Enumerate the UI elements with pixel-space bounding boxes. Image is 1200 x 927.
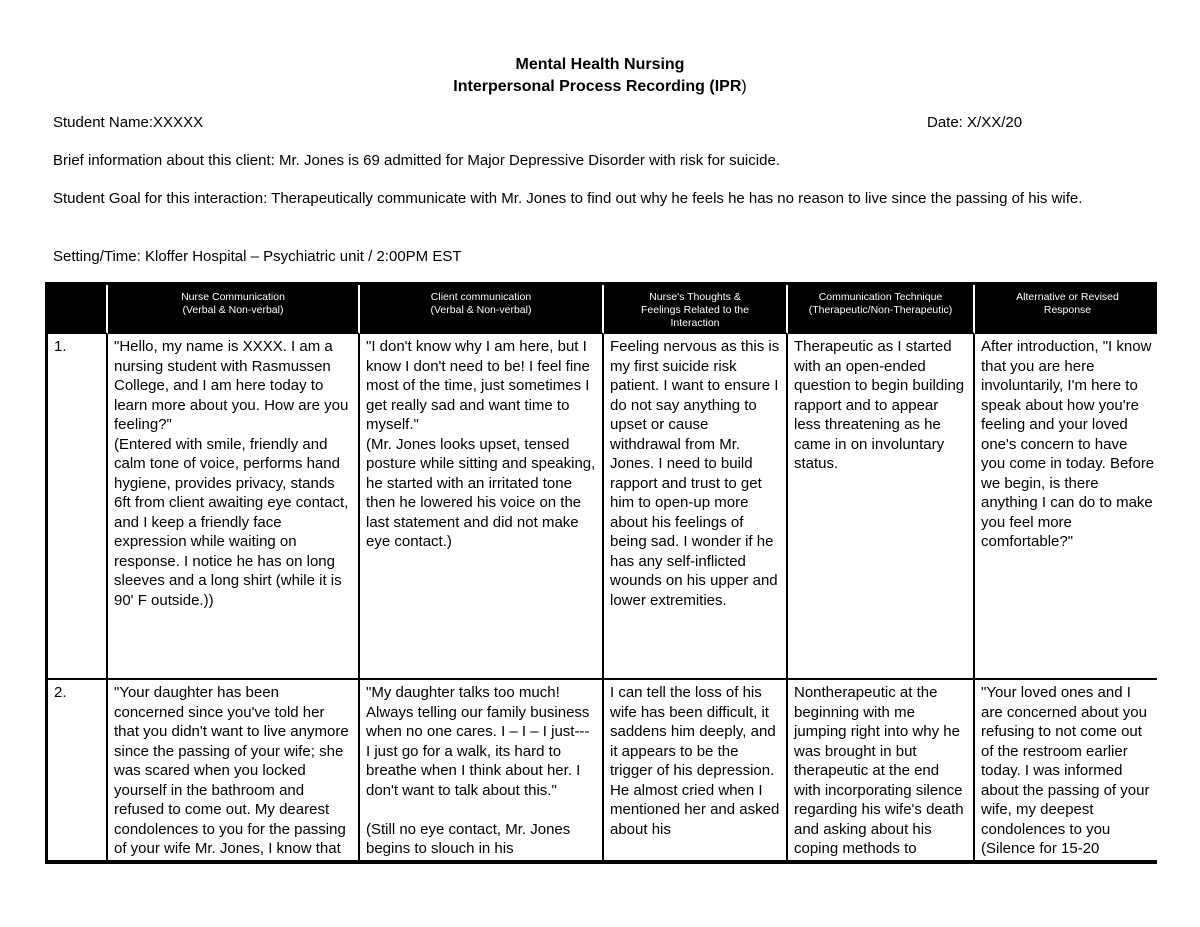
- header-cell-communication-technique: Communication Technique (Therapeutic/Non…: [788, 285, 975, 334]
- row-2-number-cell: 2.: [48, 680, 108, 860]
- ipr-table-container: Nurse Communication (Verbal & Non-verbal…: [45, 282, 1157, 864]
- student-name-field: Student Name:XXXXX: [53, 114, 204, 131]
- row-2-thoughts-feelings-cell: I can tell the loss of his wife has been…: [604, 680, 788, 860]
- row-2-alternative-response-cell: "Your loved ones and I are concerned abo…: [981, 684, 1150, 857]
- row-1-number-cell: 1.: [48, 334, 108, 680]
- student-goal: Student Goal for this interaction: Thera…: [53, 190, 1083, 207]
- row-2-communication-technique-cell: Nontherapeutic at the beginning with me …: [788, 680, 975, 860]
- ipr-table: Nurse Communication (Verbal & Non-verbal…: [45, 282, 1157, 860]
- table-row-2: 2. "Your daughter has been concerned sin…: [48, 680, 1157, 860]
- title-line-2-tail: ): [741, 77, 747, 95]
- row-1-thoughts-feelings-cell: Feeling nervous as this is my first suic…: [604, 334, 788, 680]
- student-name-row: Student Name:XXXXX Date: X/XX/20: [53, 113, 1138, 133]
- table-header-row: Nurse Communication (Verbal & Non-verbal…: [48, 285, 1157, 334]
- row-1-communication-technique-cell: Therapeutic as I started with an open-en…: [788, 334, 975, 680]
- header-cell-row-number: [48, 285, 108, 334]
- client-brief-info: Brief information about this client: Mr.…: [53, 152, 780, 169]
- header-cell-alternative-response: Alternative or Revised Response: [975, 285, 1157, 334]
- setting-time: Setting/Time: Kloffer Hospital – Psychia…: [53, 248, 462, 265]
- row-1-alternative-response-cell: After introduction, "I know that you are…: [975, 334, 1157, 680]
- row-1-client-communication-cell: "I don't know why I am here, but I know …: [360, 334, 604, 680]
- header-cell-nurse-thoughts: Nurse's Thoughts & Feelings Related to t…: [604, 285, 788, 334]
- row-2-client-communication-cell: "My daughter talks too much! Always tell…: [360, 680, 604, 860]
- header-cell-nurse-communication: Nurse Communication (Verbal & Non-verbal…: [108, 285, 360, 334]
- header-cell-client-communication: Client communication (Verbal & Non-verba…: [360, 285, 604, 334]
- date-field: Date: X/XX/20: [927, 114, 1023, 131]
- table-row-1: 1. "Hello, my name is XXXX. I am a nursi…: [48, 334, 1157, 680]
- row-1-nurse-communication-cell: "Hello, my name is XXXX. I am a nursing …: [108, 334, 360, 680]
- document-title: Mental Health Nursing Interpersonal Proc…: [0, 54, 1200, 97]
- row-2-nurse-communication-cell: "Your daughter has been concerned since …: [108, 680, 360, 860]
- title-line-2: Interpersonal Process Recording (IPR): [0, 76, 1200, 98]
- title-line-2-main: Interpersonal Process Recording (IPR: [453, 77, 742, 95]
- title-line-1: Mental Health Nursing: [515, 56, 685, 73]
